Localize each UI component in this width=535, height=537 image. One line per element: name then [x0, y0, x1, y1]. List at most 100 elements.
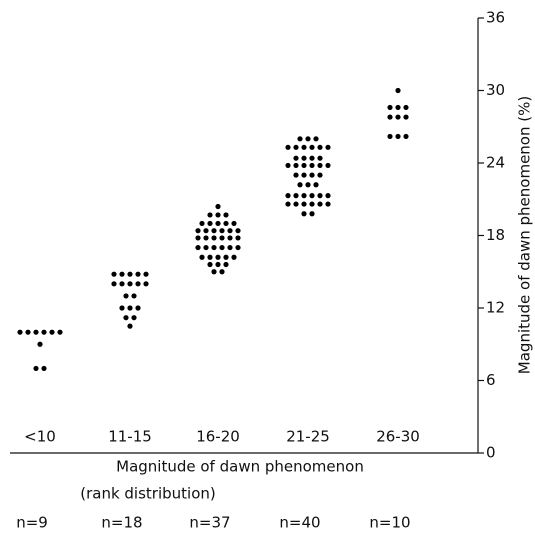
dot — [207, 220, 213, 227]
dot — [33, 329, 39, 335]
dot — [309, 155, 315, 161]
y-tick-label: 24 — [486, 154, 505, 172]
dot — [293, 162, 299, 169]
dot — [313, 182, 319, 188]
n-label: n=37 — [189, 514, 230, 532]
dot — [231, 254, 237, 260]
dot — [325, 193, 331, 199]
dot — [41, 329, 47, 335]
x-axis-label: Magnitude of dawn phenomenon — [116, 458, 364, 476]
dot — [387, 114, 393, 120]
dot — [395, 104, 401, 111]
dot — [37, 341, 43, 347]
dot — [223, 212, 229, 218]
y-tick-label: 30 — [486, 81, 505, 99]
dot — [305, 136, 311, 142]
dot — [309, 193, 315, 199]
x-axis-label: (rank distribution) — [80, 485, 216, 503]
dot — [285, 201, 291, 207]
dot — [127, 323, 133, 329]
dot — [403, 114, 409, 120]
dot — [293, 172, 299, 178]
dot — [317, 193, 323, 199]
dot — [203, 244, 209, 251]
dot — [127, 281, 133, 287]
dot — [135, 271, 141, 277]
dot — [387, 133, 393, 140]
dot — [305, 182, 311, 188]
dot — [17, 329, 23, 335]
dot — [231, 220, 237, 227]
dot — [227, 235, 233, 241]
dot — [119, 305, 125, 311]
dot — [309, 201, 315, 207]
dot — [235, 244, 241, 251]
n-label: n=9 — [16, 514, 48, 532]
dot — [301, 193, 307, 199]
dot — [395, 133, 401, 140]
dot — [143, 281, 149, 287]
dot — [127, 305, 133, 311]
dot — [143, 271, 149, 277]
dot — [325, 144, 331, 150]
dot — [285, 193, 291, 199]
x-tick-label: 11-15 — [108, 428, 152, 446]
dot — [119, 281, 125, 287]
dot — [219, 235, 225, 241]
dot — [293, 201, 299, 207]
dot — [215, 203, 221, 210]
dot — [293, 193, 299, 199]
dot — [317, 162, 323, 169]
dot — [207, 254, 213, 260]
dot — [211, 235, 217, 241]
y-tick-label: 18 — [486, 226, 505, 244]
dot — [135, 305, 141, 311]
dot — [301, 201, 307, 207]
dot — [211, 228, 217, 234]
dot — [235, 228, 241, 234]
dot — [395, 114, 401, 120]
dot — [41, 365, 47, 372]
dot — [325, 162, 331, 169]
dot — [135, 281, 141, 287]
dot — [223, 254, 229, 260]
dot — [309, 144, 315, 150]
dot — [215, 212, 221, 218]
dot — [211, 269, 217, 275]
dot — [123, 293, 129, 299]
x-tick-label: 26-30 — [376, 428, 420, 446]
x-tick-label: 21-25 — [286, 428, 330, 446]
y-tick-label: 6 — [486, 371, 496, 389]
dot — [301, 172, 307, 178]
dot — [25, 329, 31, 335]
dot — [203, 228, 209, 234]
dot — [227, 228, 233, 234]
dot — [317, 172, 323, 178]
dot — [195, 228, 201, 234]
dot — [111, 271, 117, 277]
dot — [293, 155, 299, 161]
dot — [297, 182, 303, 188]
dot — [309, 211, 315, 217]
dot — [203, 235, 209, 241]
y-axis-label: Magnitude of dawn phenomenon (%) — [516, 96, 534, 374]
dot — [301, 155, 307, 161]
dot — [387, 104, 393, 111]
dot — [297, 136, 303, 142]
dot — [285, 144, 291, 150]
dot — [199, 220, 205, 227]
dot — [301, 144, 307, 150]
dot — [219, 228, 225, 234]
y-tick-label: 0 — [486, 444, 496, 462]
dot — [395, 87, 401, 94]
x-tick-label: <10 — [24, 428, 56, 446]
dot — [33, 365, 39, 372]
dot — [131, 315, 137, 321]
dot — [235, 235, 241, 241]
dot — [111, 281, 117, 287]
y-tick-label: 12 — [486, 299, 505, 317]
dot — [123, 315, 129, 321]
n-label: n=18 — [101, 514, 142, 532]
dot — [317, 201, 323, 207]
